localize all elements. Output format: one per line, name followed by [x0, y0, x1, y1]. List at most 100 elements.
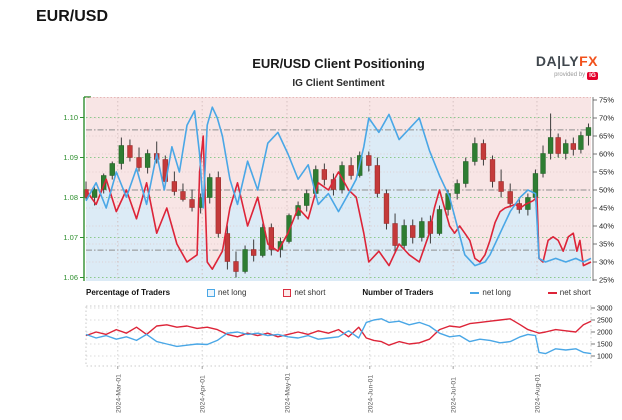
net-short-count-line — [85, 318, 592, 346]
candle-body — [207, 177, 213, 198]
date-tick-label: 2024-Mar-01 — [115, 374, 122, 413]
legend-pct-net-short: net short — [283, 288, 325, 297]
net-short-fill-area — [86, 97, 591, 270]
candle-body — [563, 143, 569, 154]
traders-tick-label: 3000 — [597, 306, 613, 313]
date-tick-label: 2024-May-01 — [284, 373, 291, 413]
price-tick-label: 1.07 — [63, 233, 78, 242]
percent-tick-label: 75% — [599, 96, 614, 105]
net-long-pct-line — [85, 106, 592, 267]
candle-body — [224, 233, 231, 262]
candle-body — [268, 227, 274, 250]
net-long-line-icon — [470, 291, 480, 294]
legend-pct-net-long: net long — [206, 288, 247, 297]
candle-body — [472, 143, 478, 162]
chart-legend: Percentage of Traders net long net short… — [86, 288, 591, 297]
percent-tick-label: 50% — [599, 186, 614, 195]
sentiment-threshold-lines — [86, 129, 591, 251]
chart-subtitle: IG Client Sentiment — [292, 78, 385, 89]
candle-body — [507, 191, 513, 204]
candle-body — [233, 261, 239, 272]
candle-body — [348, 165, 354, 176]
candle-body — [498, 181, 504, 192]
candle-body — [489, 159, 496, 182]
traders-tick-label: 1000 — [597, 354, 613, 361]
net-short-line-icon — [547, 291, 557, 294]
percent-tick-label: 35% — [599, 240, 614, 249]
price-gridlines — [86, 117, 591, 278]
traders-tick-label: 1500 — [597, 342, 613, 349]
date-axis-labels: 2024-Mar-01 2024-Apr-01 2024-May-01 2024-Ju… — [115, 373, 541, 413]
provided-by-text: provided by — [554, 72, 586, 78]
page-title: EUR/USD — [36, 8, 109, 25]
traders-tick-label: 2000 — [597, 330, 613, 337]
chart-title: EUR/USD Client Positioning — [252, 56, 425, 71]
candle-body — [436, 209, 443, 234]
legend-percentage-title: Percentage of Traders — [86, 288, 171, 297]
percent-tick-label: 65% — [599, 132, 614, 141]
dailyfx-wordmark: DA|LYFX — [535, 53, 598, 69]
net-short-swatch-icon — [283, 288, 292, 297]
plot-spines — [83, 96, 594, 281]
candle-body — [401, 225, 407, 246]
legend-num-net-long: net long — [470, 288, 511, 297]
candle-body — [419, 221, 425, 238]
provided-by-row: provided by IG — [536, 69, 598, 82]
candle-body — [136, 157, 142, 168]
candle-body — [144, 153, 151, 168]
legend-number-title: Number of Traders — [362, 288, 434, 297]
price-tick-label: 1.06 — [63, 273, 78, 282]
price-tick-label: 1.10 — [63, 113, 78, 122]
percent-tick-label: 45% — [599, 204, 614, 213]
date-tick-label: 2024-Jun-01 — [367, 375, 374, 413]
candle-body — [286, 215, 292, 242]
candle-body — [321, 169, 328, 180]
legend-num-net-short-label: net short — [559, 288, 591, 297]
date-tick-label: 2024-Aug-01 — [534, 373, 541, 413]
candle-body — [91, 189, 98, 198]
traders-panel-border — [85, 305, 592, 367]
candle-body — [540, 153, 546, 174]
percent-tick-label: 25% — [599, 276, 614, 285]
candle-body — [555, 137, 561, 154]
traders-gridlines: 3000 2500 2000 1500 1000 — [86, 306, 613, 361]
ig-logo: IG — [587, 71, 598, 80]
left-axis-labels: 1.10 1.09 1.08 1.07 1.06 — [63, 113, 84, 282]
candle-body — [180, 191, 186, 200]
candle-body — [480, 143, 487, 160]
candle-body — [383, 193, 390, 224]
net-long-count-line — [85, 318, 592, 355]
legend-pct-net-short-label: net short — [294, 288, 326, 297]
price-tick-label: 1.08 — [63, 193, 78, 202]
candle-body — [585, 127, 592, 136]
daily-text: DA|LY — [535, 53, 580, 69]
net-long-swatch-icon — [206, 288, 215, 297]
dailyfx-logo: DA|LYFX provided by IG — [535, 53, 598, 82]
percent-tick-label: 70% — [599, 114, 614, 123]
candle-body — [101, 175, 107, 190]
candle-body — [463, 161, 469, 184]
net-short-pct-line — [85, 135, 592, 271]
candle-body — [242, 249, 248, 272]
fx-text: FX — [579, 53, 598, 69]
candle-body — [570, 143, 576, 150]
legend-num-net-long-label: net long — [482, 288, 511, 297]
price-tick-label: 1.09 — [63, 153, 78, 162]
date-tick-label: 2024-Apr-01 — [200, 375, 207, 413]
candle-body — [109, 163, 115, 176]
candle-body — [392, 223, 398, 246]
candle-body — [251, 249, 257, 256]
percent-tick-label: 60% — [599, 150, 614, 159]
candle-body — [215, 177, 221, 234]
candle-body — [189, 199, 195, 208]
candle-body — [454, 183, 460, 194]
legend-pct-net-long-label: net long — [217, 288, 247, 297]
candle-body — [304, 193, 310, 206]
chart-header: EUR/USD Client Positioning IG Client Sen… — [84, 56, 593, 90]
date-tick-label: 2024-Jul-01 — [451, 377, 458, 413]
percent-tick-label: 55% — [599, 168, 614, 177]
candle-body — [374, 165, 381, 194]
candle-body — [118, 145, 124, 164]
